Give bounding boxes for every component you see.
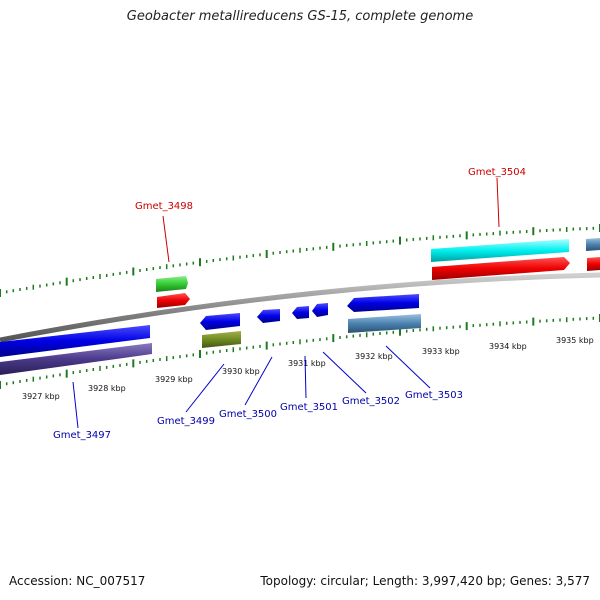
gene-label-gmet-3499[interactable]: Gmet_3499 (157, 416, 215, 427)
map-title: Geobacter metallireducens GS-15, complet… (126, 9, 474, 24)
gene-gmet-3499[interactable] (200, 313, 241, 348)
gene-label-gmet-3500[interactable]: Gmet_3500 (219, 409, 277, 420)
scale-label-3934: 3934 kbp (489, 342, 527, 351)
gene-label-gmet-3502[interactable]: Gmet_3502 (342, 396, 400, 407)
scale-label-3927: 3927 kbp (22, 392, 60, 401)
gene-label-gmet-3501[interactable]: Gmet_3501 (280, 402, 338, 413)
gene-gmet-3497[interactable] (0, 325, 152, 375)
gene-gmet-3501[interactable] (292, 306, 309, 319)
gene-gmet-3500[interactable] (257, 309, 280, 323)
genome-backbone (0, 272, 600, 343)
scale-label-3931: 3931 kbp (288, 359, 326, 368)
gene-label-gmet-3497[interactable]: Gmet_3497 (53, 430, 111, 441)
genome-summary: Topology: circular; Length: 3,997,420 bp… (260, 574, 590, 588)
scale-label-3928: 3928 kbp (88, 384, 126, 393)
label-leaders (72, 177, 500, 429)
scale-label-3930: 3930 kbp (222, 367, 260, 376)
gene-label-gmet-3504[interactable]: Gmet_3504 (468, 167, 526, 178)
forward-strand-ticks (0, 224, 600, 297)
gene-gmet-3503[interactable] (347, 294, 421, 333)
gene-gmet-3502[interactable] (312, 303, 328, 317)
scale-label-3929: 3929 kbp (155, 375, 193, 384)
gene-partial-right[interactable] (586, 238, 600, 271)
gene-gmet-3504[interactable] (431, 239, 570, 280)
scale-labels: 3927 kbp 3928 kbp 3929 kbp 3930 kbp 3931… (22, 336, 594, 401)
reverse-strand-ticks (0, 314, 600, 389)
gene-label-gmet-3503[interactable]: Gmet_3503 (405, 390, 463, 401)
scale-label-3932: 3932 kbp (355, 352, 393, 361)
scale-label-3933: 3933 kbp (422, 347, 460, 356)
gene-gmet-3498[interactable] (156, 276, 190, 308)
accession-text: Accession: NC_007517 (9, 574, 146, 588)
gene-label-gmet-3498[interactable]: Gmet_3498 (135, 201, 193, 212)
scale-label-3935: 3935 kbp (556, 336, 594, 345)
